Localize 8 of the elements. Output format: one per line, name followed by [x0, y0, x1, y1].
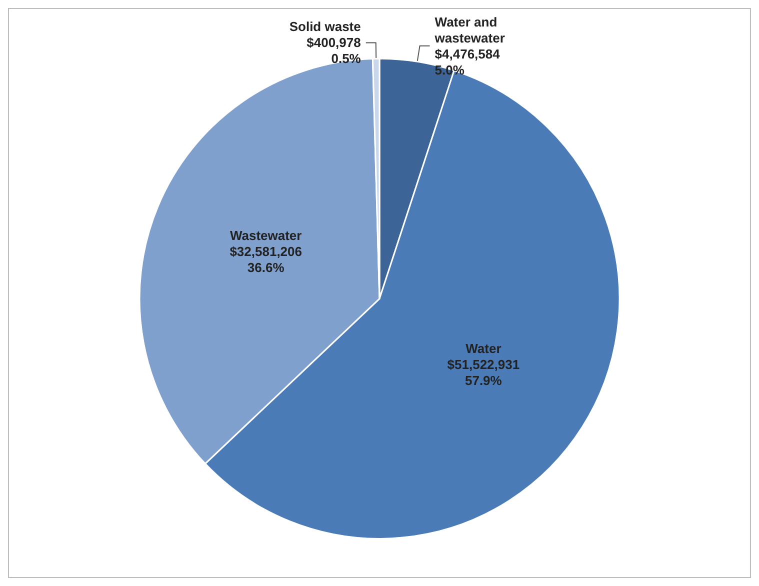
data-label: $32,581,206 36.6%	[230, 244, 302, 276]
data-label: $4,476,584 5.0%	[434, 46, 501, 78]
slice-label: Solid waste	[289, 19, 361, 34]
slice-label: Water	[466, 340, 502, 356]
data-label: $51,522,931 57.9%	[447, 356, 520, 388]
data-label: $400,978 0.5%	[306, 35, 362, 66]
slice-label: Wastewater	[230, 228, 302, 244]
slice-label: Water and wastewater	[434, 14, 505, 46]
